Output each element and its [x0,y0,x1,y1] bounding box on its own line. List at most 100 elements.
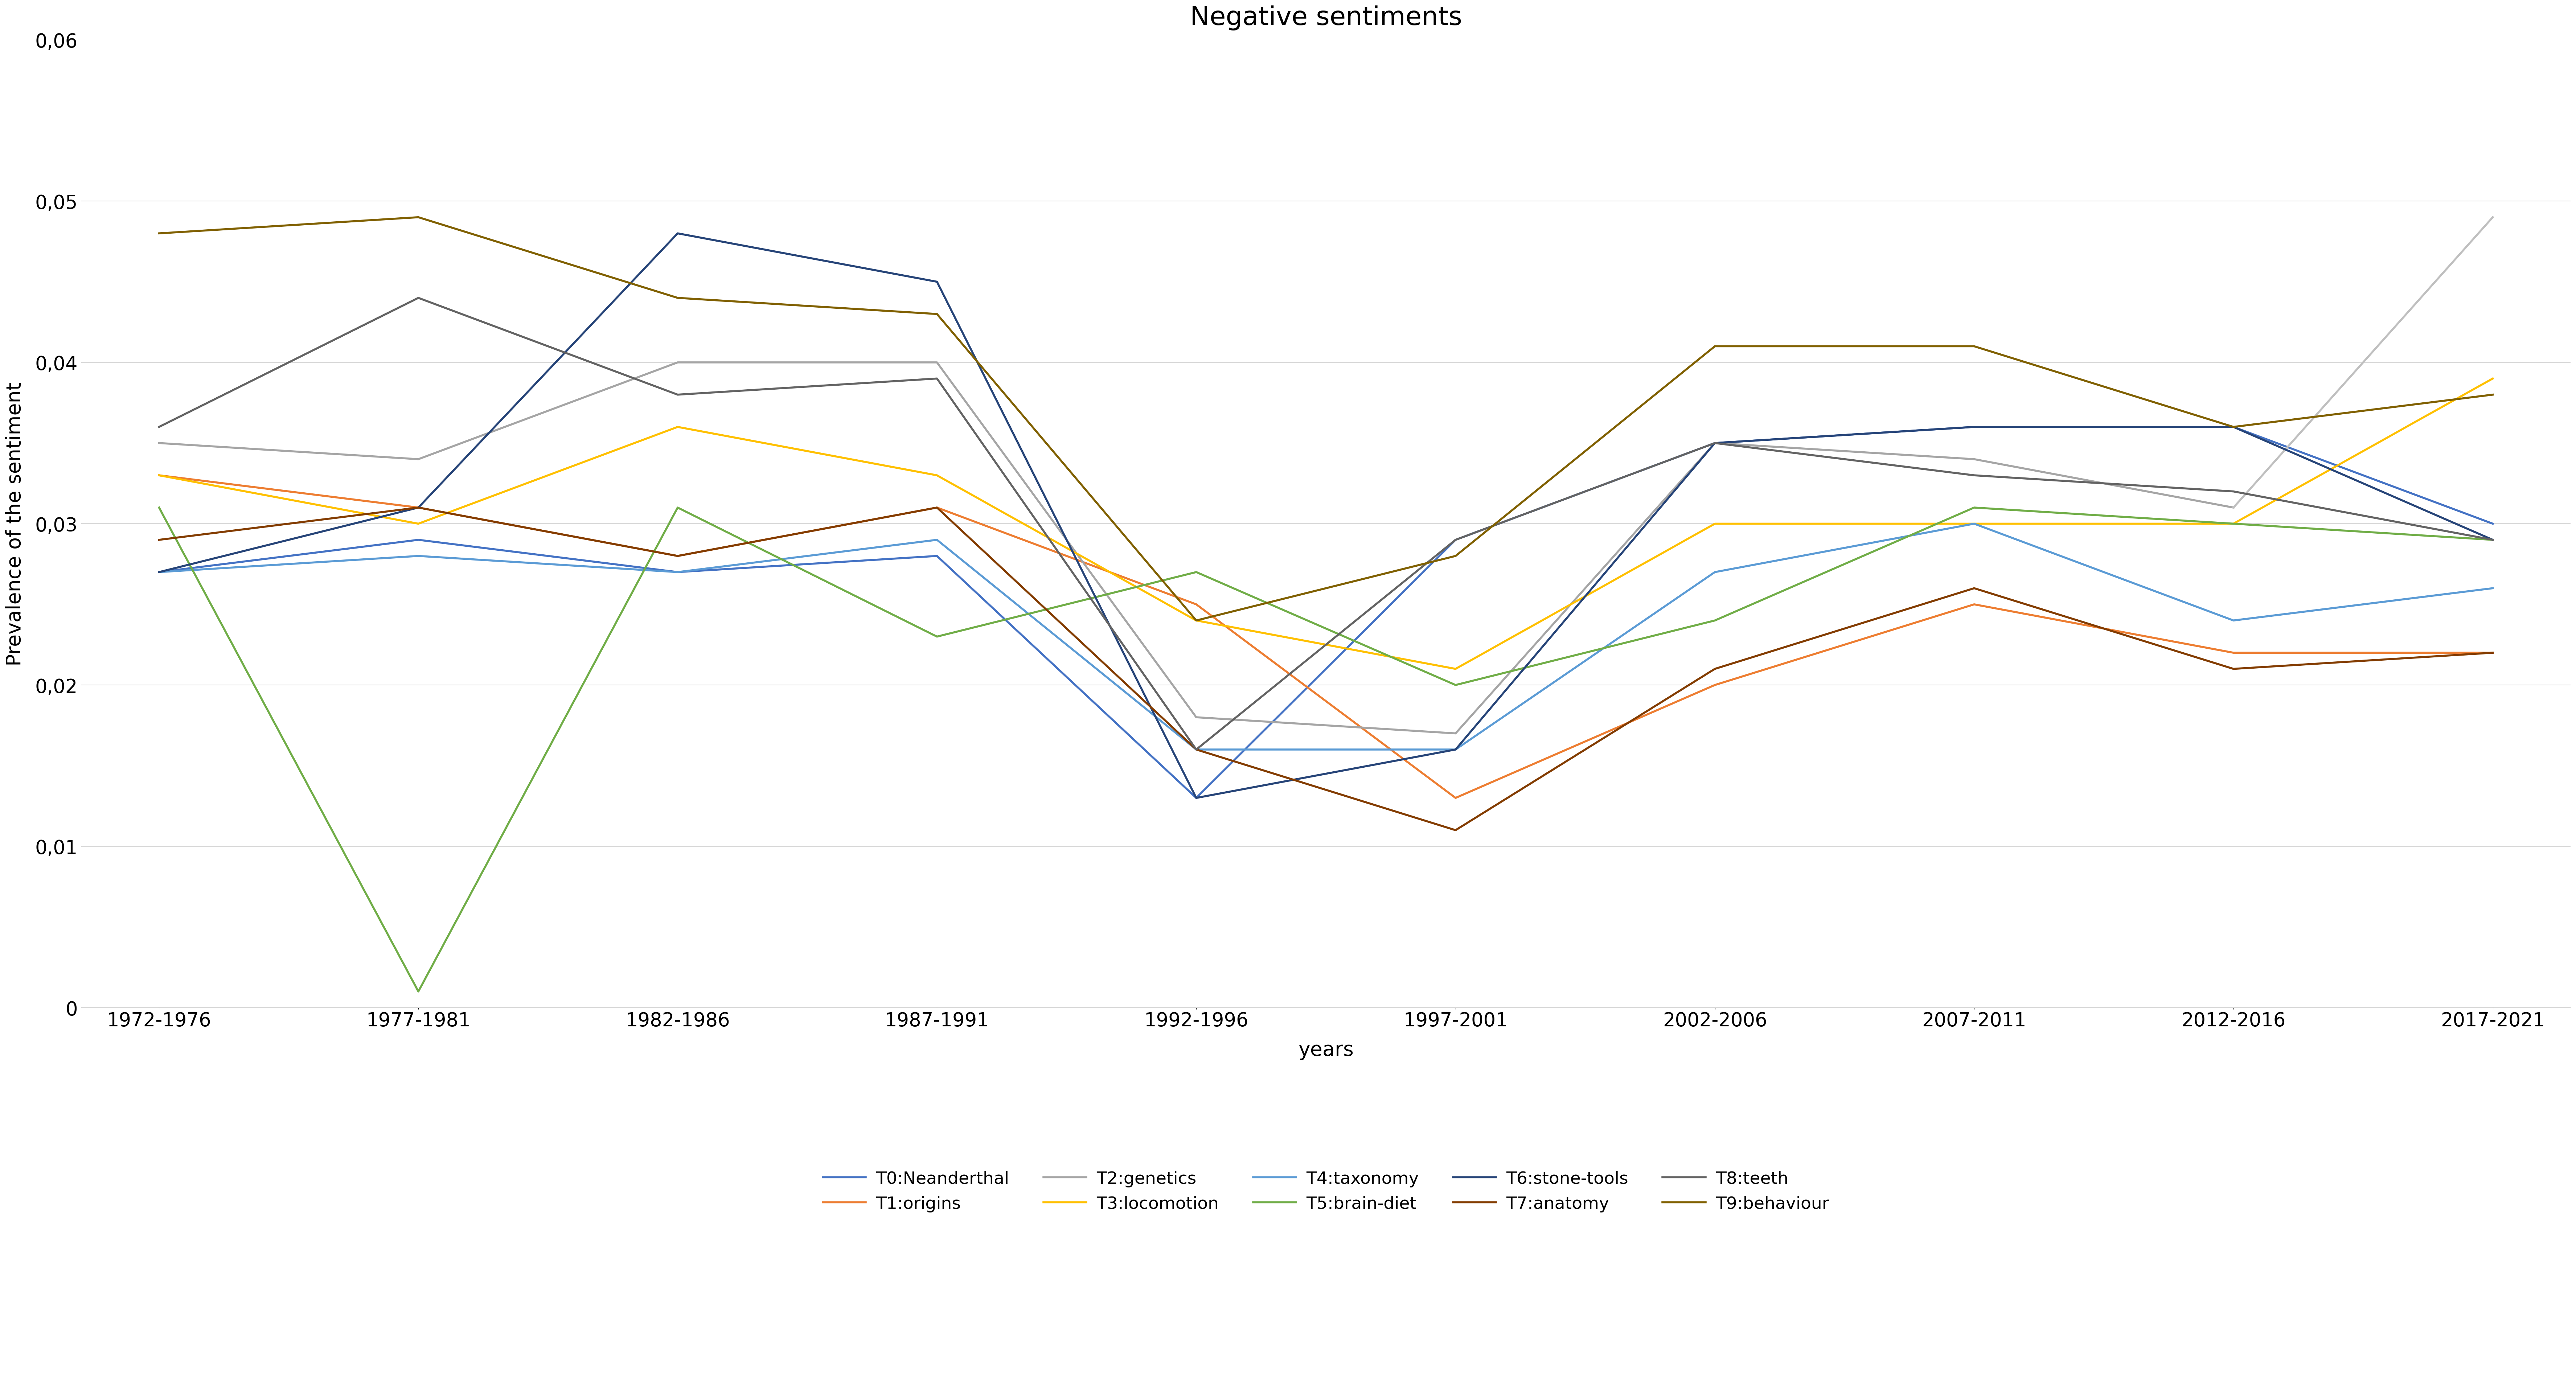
T5:brain-diet [144,499,175,516]
T9:behaviour [662,290,693,307]
T0:Neanderthal [1958,419,1989,436]
T0:Neanderthal [2478,516,2509,532]
T9:behaviour [1700,338,1731,355]
T9:behaviour [2218,419,2249,436]
T1:origins [922,499,953,516]
T5:brain-diet [1180,564,1211,580]
T4:taxonomy [662,564,693,580]
T8:teeth [2478,532,2509,549]
T1:origins [1180,597,1211,613]
T7:anatomy [922,499,953,516]
T8:teeth [1958,468,1989,484]
T1:origins [402,499,433,516]
T0:Neanderthal [1180,789,1211,806]
T7:anatomy [1180,741,1211,758]
T4:taxonomy [1180,741,1211,758]
T4:taxonomy [2218,612,2249,628]
T3:locomotion [2218,516,2249,532]
T9:behaviour [1958,338,1989,355]
T0:Neanderthal [1440,532,1471,549]
Line: T5:brain-diet: T5:brain-diet [160,507,2494,991]
Title: Negative sentiments: Negative sentiments [1190,6,1463,30]
T8:teeth [402,290,433,307]
T9:behaviour [402,209,433,226]
T8:teeth [1440,532,1471,549]
T6:stone-tools [1440,741,1471,758]
Line: T6:stone-tools: T6:stone-tools [160,234,2494,798]
T8:teeth [922,370,953,386]
T5:brain-diet [2478,532,2509,549]
T6:stone-tools [662,226,693,242]
T1:origins [144,468,175,484]
T3:locomotion [662,419,693,436]
T9:behaviour [2478,386,2509,403]
T0:Neanderthal [2218,419,2249,436]
T4:taxonomy [1700,564,1731,580]
T8:teeth [1180,741,1211,758]
T1:origins [2218,645,2249,661]
T6:stone-tools [922,274,953,290]
T3:locomotion [2478,370,2509,386]
T6:stone-tools [2478,532,2509,549]
T8:teeth [1700,435,1731,451]
T4:taxonomy [922,532,953,549]
Line: T9:behaviour: T9:behaviour [160,217,2494,620]
X-axis label: years: years [1298,1040,1352,1060]
Line: T3:locomotion: T3:locomotion [160,378,2494,670]
T6:stone-tools [144,564,175,580]
T0:Neanderthal [402,532,433,549]
T1:origins [1700,676,1731,693]
T4:taxonomy [1958,516,1989,532]
T0:Neanderthal [144,564,175,580]
T0:Neanderthal [1700,435,1731,451]
Line: T7:anatomy: T7:anatomy [160,507,2494,830]
T3:locomotion [144,468,175,484]
Line: T4:taxonomy: T4:taxonomy [160,524,2494,749]
T5:brain-diet [1700,612,1731,628]
T7:anatomy [402,499,433,516]
T5:brain-diet [662,499,693,516]
T7:anatomy [1440,822,1471,839]
T6:stone-tools [402,499,433,516]
T0:Neanderthal [662,564,693,580]
T5:brain-diet [922,628,953,645]
T1:origins [2478,645,2509,661]
T7:anatomy [1958,580,1989,597]
T7:anatomy [144,532,175,549]
T4:taxonomy [2478,580,2509,597]
T4:taxonomy [1440,741,1471,758]
T5:brain-diet [402,983,433,1000]
T3:locomotion [1180,612,1211,628]
T6:stone-tools [1180,789,1211,806]
Line: T8:teeth: T8:teeth [160,298,2494,749]
T0:Neanderthal [922,547,953,564]
T4:taxonomy [402,547,433,564]
T7:anatomy [662,547,693,564]
T3:locomotion [922,468,953,484]
T1:origins [1958,597,1989,613]
T9:behaviour [922,307,953,323]
T1:origins [1440,789,1471,806]
T1:origins [662,547,693,564]
T9:behaviour [144,226,175,242]
T8:teeth [2218,484,2249,500]
T9:behaviour [1440,547,1471,564]
T8:teeth [144,419,175,436]
T3:locomotion [1440,661,1471,678]
T3:locomotion [1700,516,1731,532]
T6:stone-tools [2218,419,2249,436]
Legend: T0:Neanderthal, T1:origins, T2:genetics, T3:locomotion, T4:taxonomy, T5:brain-di: T0:Neanderthal, T1:origins, T2:genetics,… [822,1170,1829,1211]
T5:brain-diet [2218,516,2249,532]
T5:brain-diet [1958,499,1989,516]
T9:behaviour [1180,612,1211,628]
T6:stone-tools [1700,435,1731,451]
T7:anatomy [2218,661,2249,678]
T8:teeth [662,386,693,403]
T7:anatomy [2478,645,2509,661]
T4:taxonomy [144,564,175,580]
T6:stone-tools [1958,419,1989,436]
T3:locomotion [402,516,433,532]
T5:brain-diet [1440,676,1471,693]
T7:anatomy [1700,661,1731,678]
Line: T0:Neanderthal: T0:Neanderthal [160,428,2494,798]
